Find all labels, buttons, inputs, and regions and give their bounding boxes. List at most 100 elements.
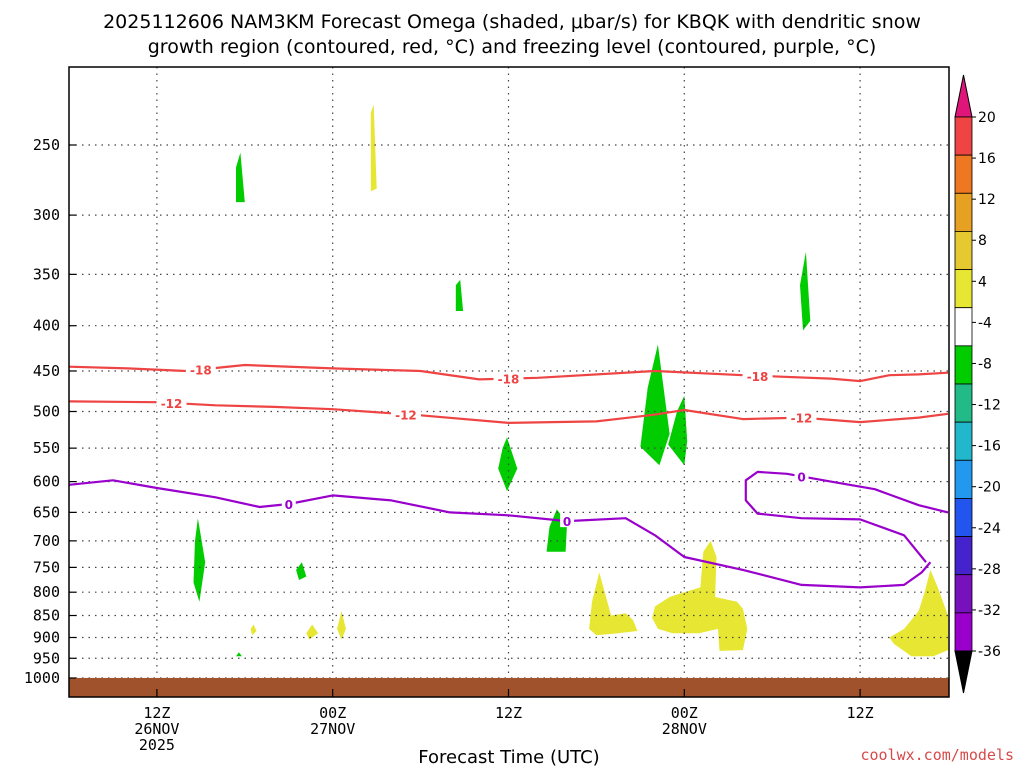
colorbar-swatch-5 (954, 307, 973, 347)
colorbar: 20 16 12 8 4 -4 -8 -12 -16 -20 -24 -28 -32 -36 (954, 74, 1001, 694)
colorbar-swatch-11 (954, 536, 973, 576)
contour-freezing-level-loop (744, 470, 949, 563)
colorbar-swatch-1 (954, 154, 973, 194)
colorbar-swatch-6 (954, 345, 973, 385)
contour-label-dgz-minus12-0: -12 (161, 397, 183, 411)
colorbar-tick-label-8: -16 (978, 439, 1001, 455)
x-tick-label-42-1: 28NOV (662, 720, 707, 738)
contour-label-freezing-level-loop-0: 0 (797, 470, 805, 484)
y-tick-label-700: 700 (33, 532, 60, 550)
ground-surface (69, 677, 949, 697)
colorbar-tick-label-2: 12 (978, 192, 996, 208)
colorbar-swatch-13 (954, 612, 973, 652)
x-tick-label-6-0: 12Z (143, 704, 170, 722)
omega-region-1 (236, 152, 245, 203)
y-tick-label-800: 800 (33, 583, 60, 601)
chart-title-line-2: growth region (contoured, red, °C) and f… (148, 36, 877, 58)
colorbar-swatch-2 (954, 192, 973, 232)
omega-region-12 (250, 624, 257, 636)
x-tick-label-18-0: 00Z (319, 704, 346, 722)
grid-lines (69, 67, 949, 697)
omega-region-5 (640, 344, 670, 466)
colorbar-bottom-arrow (954, 650, 973, 694)
x-tick-label-6-1: 26NOV (134, 720, 179, 738)
colorbar-tick-label-9: -20 (978, 480, 1001, 496)
colorbar-swatch-12 (954, 574, 973, 614)
x-axis-label: Forecast Time (UTC) (418, 747, 599, 768)
contour-label-bg-dgz-minus18-2 (742, 368, 773, 382)
x-tick-label-18-1: 27NOV (310, 720, 355, 738)
contour-label-dgz-minus12-1: -12 (395, 408, 417, 422)
chart-title-line-1: 2025112606 NAM3KM Forecast Omega (shaded… (103, 11, 921, 33)
colorbar-swatch-8 (954, 421, 973, 461)
contour-label-dgz-minus12-2: -12 (791, 412, 813, 426)
colorbar-swatch-9 (954, 459, 973, 499)
x-tick-label-42-0: 00Z (671, 704, 698, 722)
omega-region-9 (193, 518, 206, 602)
colorbar-top-arrow (954, 74, 973, 118)
omega-region-2 (370, 104, 377, 192)
omega-region-6 (668, 395, 688, 466)
y-axis: 250 300 350 400 450 500 550 600 650 700 750 800 850 9… (24, 136, 76, 687)
omega-region-10 (296, 562, 307, 580)
y-tick-label-300: 300 (33, 206, 60, 224)
y-tick-label-950: 950 (33, 649, 60, 667)
contour-layer: -18 -18 -18 -12 -12 -12 0 0 0 (68, 362, 949, 589)
contour-label-bg-dgz-minus12-0 (156, 395, 187, 409)
omega-region-7 (498, 437, 518, 492)
y-tick-label-850: 850 (33, 607, 60, 625)
contour-freezing-level-main (68, 479, 932, 589)
omega-region-15 (589, 572, 638, 636)
y-tick-label-450: 450 (33, 362, 60, 380)
y-tick-label-900: 900 (33, 628, 60, 646)
y-tick-label-400: 400 (33, 317, 60, 335)
contour-label-dgz-minus18-0: -18 (190, 363, 212, 377)
colorbar-tick-label-1: 16 (978, 151, 996, 167)
colorbar-swatch-7 (954, 383, 973, 423)
y-tick-label-350: 350 (33, 265, 60, 283)
x-tick-label-54-0: 12Z (847, 704, 874, 722)
omega-region-14 (337, 611, 346, 640)
y-tick-label-750: 750 (33, 558, 60, 576)
y-tick-label-600: 600 (33, 473, 60, 491)
colorbar-tick-label-10: -24 (978, 521, 1001, 537)
contour-dgz-minus12 (68, 400, 949, 424)
omega-region-11 (236, 652, 242, 657)
y-tick-label-1000: 1000 (24, 669, 60, 687)
ground-fill (69, 677, 949, 697)
colorbar-tick-label-3: 8 (978, 233, 987, 249)
colorbar-tick-label-4: 4 (978, 274, 987, 290)
colorbar-swatch-10 (954, 498, 973, 537)
colorbar-tick-label-0: 20 (978, 110, 996, 126)
colorbar-tick-label-11: -28 (978, 562, 1001, 578)
colorbar-swatch-3 (954, 231, 973, 270)
colorbar-tick-label-6: -8 (978, 356, 992, 372)
contour-label-dgz-minus18-1: -18 (498, 373, 520, 387)
omega-region-13 (306, 624, 319, 640)
contour-label-bg-dgz-minus12-2 (786, 410, 817, 424)
colorbar-tick-label-7: -12 (978, 398, 1001, 414)
omega-shading-layer (193, 104, 948, 657)
omega-region-3 (455, 279, 464, 311)
colorbar-swatch-4 (954, 269, 973, 309)
contour-label-freezing-level-main-1: 0 (563, 515, 571, 529)
x-tick-label-6-2: 2025 (139, 736, 175, 754)
x-tick-label-30-0: 12Z (495, 704, 522, 722)
contour-label-bg-dgz-minus12-1 (390, 407, 421, 421)
contour-label-bg-freezing-level-loop-0 (794, 469, 809, 483)
credit-link[interactable]: coolwx.com/models (860, 746, 1014, 764)
colorbar-tick-label-5: -4 (978, 315, 992, 331)
contour-label-bg-dgz-minus18-0 (185, 362, 216, 376)
omega-region-17 (889, 569, 948, 657)
y-tick-label-500: 500 (33, 403, 60, 421)
colorbar-swatch-0 (954, 116, 973, 156)
contour-label-dgz-minus18-2: -18 (747, 370, 769, 384)
y-tick-label-550: 550 (33, 439, 60, 457)
omega-region-4 (800, 251, 811, 331)
colorbar-tick-label-13: -36 (978, 644, 1001, 660)
contour-label-freezing-level-main-0: 0 (285, 498, 293, 512)
colorbar-tick-label-12: -32 (978, 603, 1001, 619)
contour-label-bg-freezing-level-main-1 (560, 514, 575, 528)
